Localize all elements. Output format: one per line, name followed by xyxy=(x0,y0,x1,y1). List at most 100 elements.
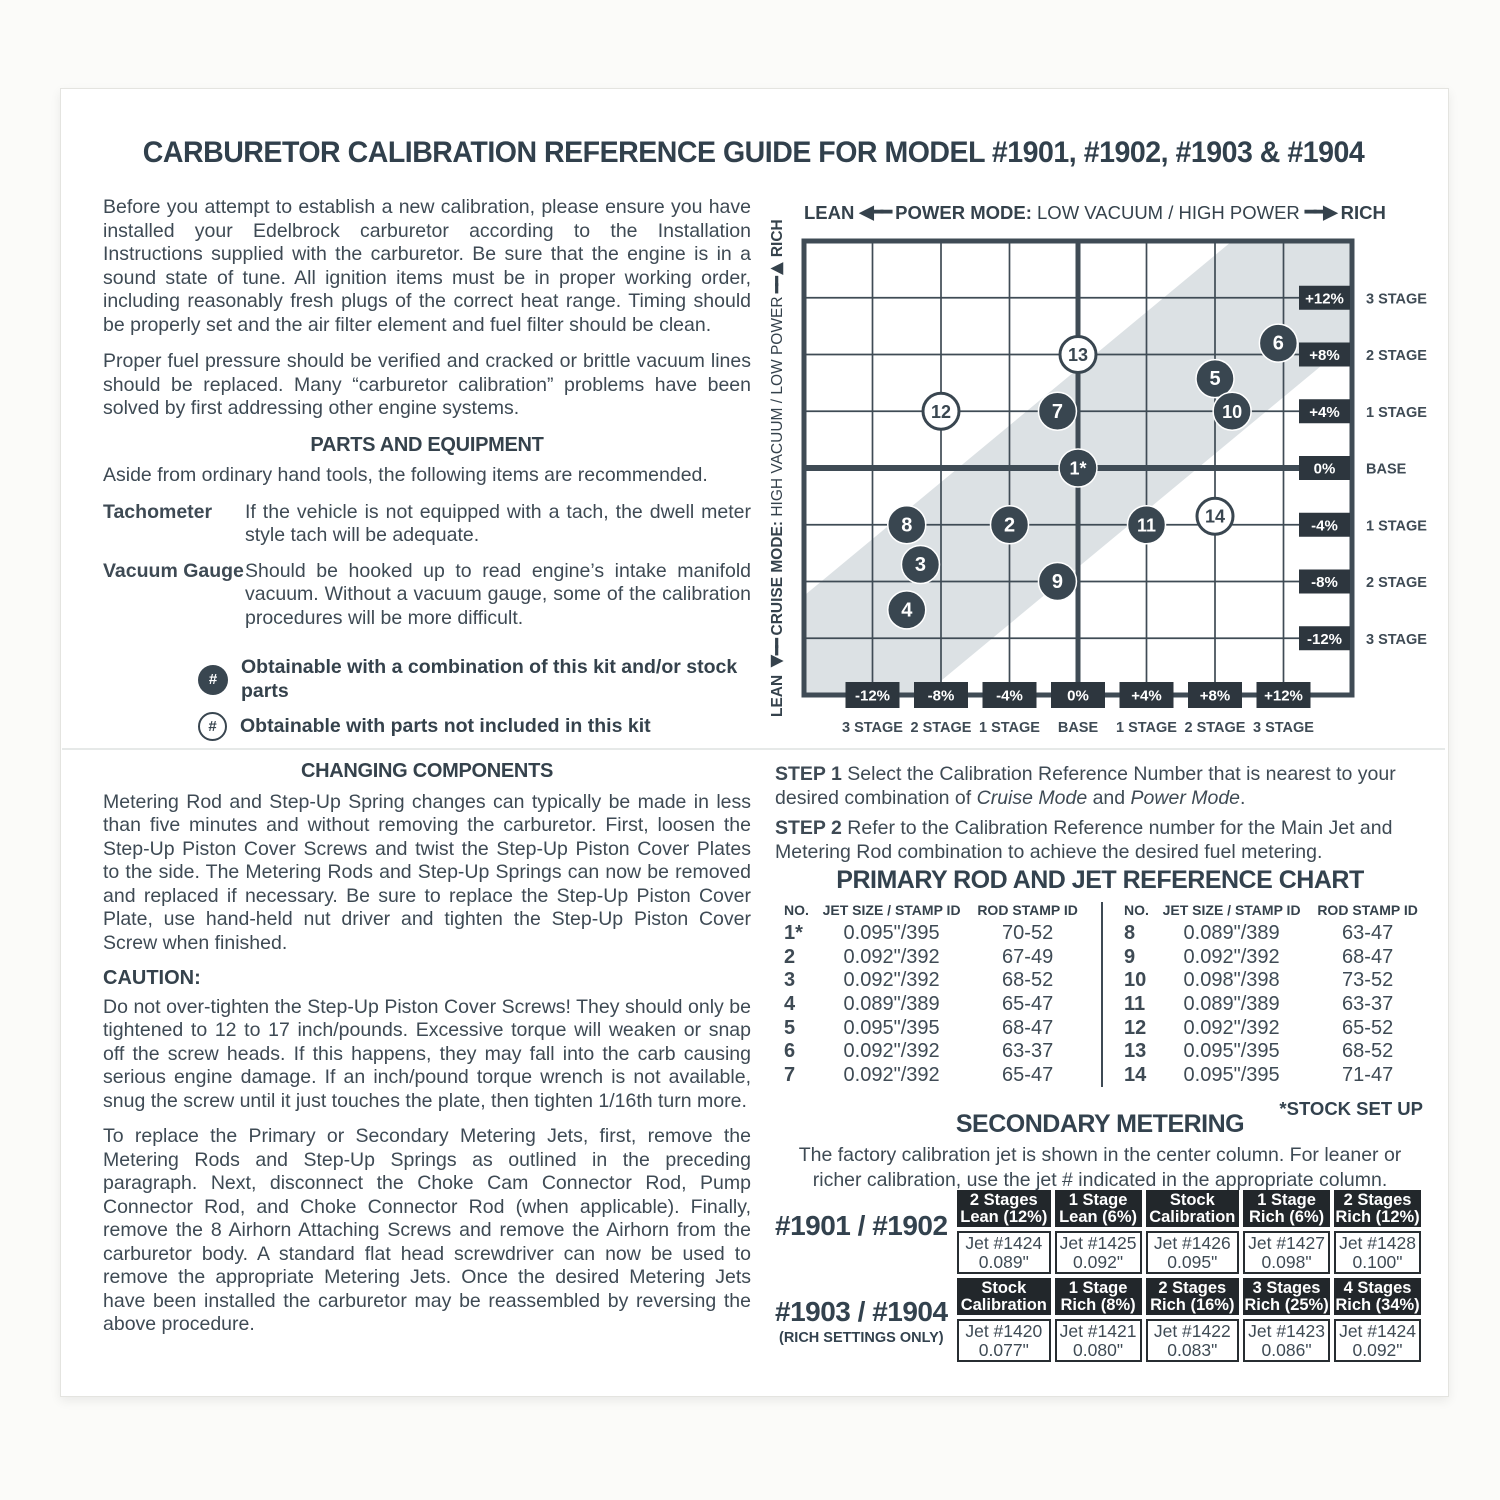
calibration-point-filled xyxy=(1037,391,1078,431)
table-row: 7 0.092"/392 65-47 xyxy=(780,1064,1085,1088)
ref-number-cell: 13 xyxy=(1124,1040,1147,1063)
jet-size-cell: 0.092"/392 xyxy=(843,1040,940,1063)
calibration-point-filled xyxy=(900,544,941,585)
parts-equipment-heading: PARTS AND EQUIPMENT xyxy=(310,433,544,456)
jets-replacement-paragraph: To replace the Primary or Secondary Mete… xyxy=(103,1125,751,1335)
jet-value-cell: Jet #1423 0.086" xyxy=(1243,1319,1331,1362)
table-row: 8 0.089"/389 63-47 xyxy=(1120,922,1425,946)
step-text: and xyxy=(1087,787,1131,809)
y-tick-box xyxy=(1299,399,1350,424)
step-text: Select the Calibration Reference Number … xyxy=(775,763,1396,809)
stage-header-cell: 1 Stage Rich (6%) xyxy=(1243,1190,1331,1227)
jet-size-cell: 0.095"/395 xyxy=(1183,1063,1280,1086)
chart-legend: # Obtainable with a combination of this … xyxy=(198,656,751,741)
filled-circle-icon: # xyxy=(198,664,228,695)
jet-size-cell: 0.092"/392 xyxy=(843,969,940,992)
intro-paragraph-1: Before you attempt to establish a new ca… xyxy=(103,196,751,336)
jet-size-cell: 0.092"/392 xyxy=(1183,1016,1280,1039)
x-tick-box xyxy=(1188,682,1242,708)
rod-stamp-cell: 65-52 xyxy=(1342,1016,1394,1039)
y-tick-box xyxy=(1299,456,1350,480)
x-tick-box xyxy=(914,682,968,708)
x-stage-label: 2 STAGE xyxy=(1185,720,1246,736)
caution-heading: CAUTION: xyxy=(103,967,201,989)
column-header: NO. xyxy=(1124,902,1149,918)
calibration-point-filled xyxy=(1258,323,1299,363)
jet-value-cell: Jet #1424 0.092" xyxy=(1334,1319,1421,1362)
x-stage-label: 1 STAGE xyxy=(1116,720,1177,736)
calibration-point-number: 5 xyxy=(1209,368,1220,390)
y-tick-label: 0% xyxy=(1314,461,1336,478)
calibration-point-outline xyxy=(1195,496,1235,536)
table-row: 9 0.092"/392 68-47 xyxy=(1120,946,1425,970)
equipment-desc: Should be hooked up to read engine’s int… xyxy=(245,559,751,629)
stage-header-cell: 4 Stages Rich (34%) xyxy=(1334,1278,1421,1315)
stage-header-cell: 1 Stage Lean (6%) xyxy=(1054,1190,1142,1227)
table-row: 3 0.092"/392 68-52 xyxy=(780,969,1085,993)
table-row: 6 0.092"/392 63-37 xyxy=(780,1040,1085,1064)
calibration-point-filled xyxy=(1195,358,1235,399)
x-stage-label: BASE xyxy=(1058,720,1099,736)
chart-x-axis-title: LEAN ◀━━ POWER MODE: LOW VACUUM / HIGH P… xyxy=(804,201,1386,224)
jet-value-cell: Jet #1422 0.083" xyxy=(1145,1319,1240,1362)
rich-settings-sublabel: (RICH SETTINGS ONLY) xyxy=(779,1330,944,1346)
ref-number-cell: 11 xyxy=(1124,993,1146,1016)
intro-paragraph-2: Proper fuel pressure should be verified … xyxy=(103,350,751,419)
step-text: Refer to the Calibration Reference numbe… xyxy=(775,817,1393,863)
step-label: STEP 2 xyxy=(775,817,842,839)
secondary-header-row: 2 Stages Lean (12%) 1 Stage Lean (6%) Stock C… xyxy=(957,1190,1421,1227)
x-tick-label: 0% xyxy=(1067,688,1089,705)
stock-setup-footnote: *STOCK SET UP xyxy=(1279,1098,1423,1119)
section-divider xyxy=(62,748,1445,750)
intro-column: Before you attempt to establish a new ca… xyxy=(103,196,751,750)
table-row: 1* 0.095"/395 70-52 xyxy=(780,922,1085,946)
table-row: 2 0.092"/392 67-49 xyxy=(780,946,1085,970)
ref-number-cell: 7 xyxy=(784,1063,796,1086)
jet-value-cell: Jet #1420 0.077" xyxy=(957,1319,1051,1362)
y-stage-label: 2 STAGE xyxy=(1366,575,1427,591)
calibration-point-number: 6 xyxy=(1273,333,1284,355)
axis-rich-label: RICH xyxy=(1340,202,1386,223)
rod-stamp-cell: 68-47 xyxy=(1342,945,1394,968)
model-label-1901-1902: #1901 / #1902 xyxy=(775,1210,948,1241)
arrow-left-icon: ◀━━ xyxy=(859,201,892,222)
jet-size-cell: 0.089"/389 xyxy=(1183,993,1280,1016)
y-tick-box xyxy=(1299,569,1350,594)
jet-value-cell: Jet #1424 0.089" xyxy=(957,1231,1051,1274)
rod-stamp-cell: 63-47 xyxy=(1342,922,1394,945)
ref-number-cell: 14 xyxy=(1124,1063,1147,1086)
y-tick-box xyxy=(1299,285,1350,310)
stage-header-cell: 2 Stages Rich (12%) xyxy=(1334,1190,1421,1227)
rod-stamp-cell: 73-52 xyxy=(1342,969,1394,992)
legend-label: Obtainable with parts not included in th… xyxy=(240,714,651,737)
x-stage-label: 2 STAGE xyxy=(911,720,972,736)
y-stage-label: BASE xyxy=(1366,462,1407,478)
table-row: 13 0.095"/395 68-52 xyxy=(1120,1040,1425,1064)
step-1: STEP 1 Select the Calibration Reference … xyxy=(775,762,1405,810)
jet-size-cell: 0.089"/389 xyxy=(1183,922,1280,945)
rod-stamp-cell: 71-47 xyxy=(1342,1063,1394,1086)
calibration-point-filled xyxy=(1037,561,1078,602)
y-tick-label: +12% xyxy=(1305,290,1344,307)
equipment-label: Vacuum Gauge xyxy=(103,559,244,582)
x-tick-label: +4% xyxy=(1131,688,1161,705)
axis-lean-label: LEAN xyxy=(804,202,855,223)
jet-size-cell: 0.092"/392 xyxy=(843,1063,940,1086)
stage-header-cell: 2 Stages Lean (12%) xyxy=(957,1190,1051,1227)
rod-stamp-cell: 68-47 xyxy=(1002,1016,1054,1039)
calibration-point-number: 12 xyxy=(931,402,951,422)
calibration-point-filled xyxy=(1058,448,1098,488)
primary-rod-jet-table: NO. JET SIZE / STAMP ID ROD STAMP ID 1* 0… xyxy=(780,902,1425,1088)
secondary-model-labels: #1901 / #1902 #1903 / #1904 (RICH SETTIN… xyxy=(775,1190,953,1366)
x-tick-label: +12% xyxy=(1264,688,1303,705)
table-row: 14 0.095"/395 71-47 xyxy=(1120,1064,1425,1088)
step-label: STEP 1 xyxy=(775,763,842,785)
y-tick-label: +8% xyxy=(1309,347,1339,364)
x-tick-label: -12% xyxy=(855,688,890,705)
y-tick-label: -12% xyxy=(1307,631,1342,648)
legend-row-non-kit-parts: # Obtainable with parts not included in … xyxy=(198,712,751,741)
rod-stamp-cell: 65-47 xyxy=(1002,993,1054,1016)
jet-value-cell: Jet #1428 0.100" xyxy=(1334,1231,1421,1274)
caution-paragraph: Do not over-tighten the Step-Up Piston C… xyxy=(103,995,751,1112)
rod-stamp-cell: 68-52 xyxy=(1002,969,1054,992)
